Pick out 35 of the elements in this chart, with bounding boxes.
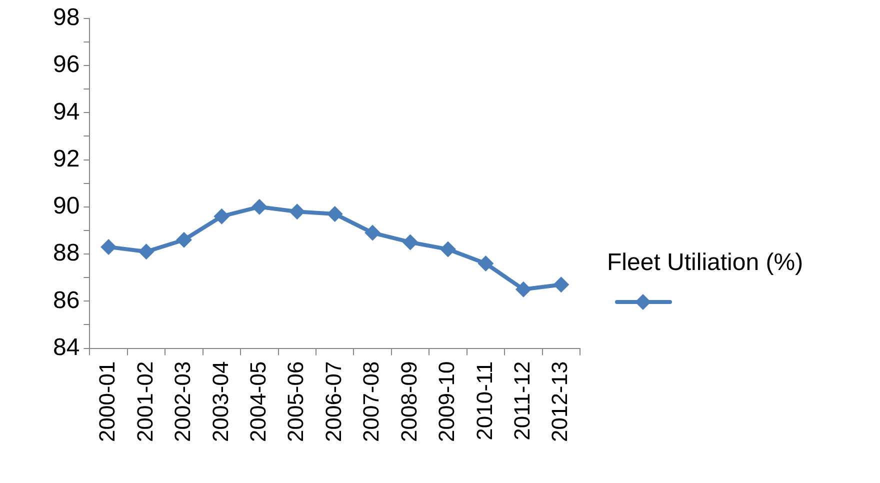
x-tick-label: 2003-04	[208, 361, 233, 442]
x-tick-label: 2011-12	[509, 361, 534, 440]
point	[478, 255, 494, 272]
y-tick-label: 84	[52, 334, 80, 361]
x-tick-label: 2008-09	[396, 361, 422, 442]
point	[326, 206, 343, 222]
y-tick-label: 92	[52, 145, 80, 172]
point	[553, 276, 570, 293]
x-tick-label: 2010-11	[472, 361, 497, 440]
point	[176, 232, 192, 248]
x-tick-label: 2005-06	[283, 361, 308, 442]
point	[251, 198, 268, 215]
x-tick-label: 2006-07	[320, 361, 346, 442]
x-tick-label: 2012-13	[547, 361, 572, 442]
point	[440, 241, 456, 258]
x-tick-label: 2007-08	[358, 361, 384, 442]
point	[515, 281, 532, 298]
y-tick-label: 98	[52, 4, 80, 32]
point	[100, 238, 117, 255]
x-tick-label: 2002-03	[170, 361, 196, 442]
point	[214, 208, 230, 224]
x-tick-label: 2009-10	[434, 361, 460, 442]
point	[402, 234, 418, 250]
x-tick-label: 2004-05	[245, 361, 270, 442]
y-tick-label: 94	[52, 98, 80, 126]
x-tick-label: 2000-01	[94, 361, 120, 442]
y-tick-label: 86	[52, 286, 80, 314]
y-tick-label: 90	[52, 192, 80, 220]
y-tick-label: 88	[52, 240, 80, 267]
point	[289, 204, 306, 220]
x-tick-label: 2001-02	[132, 361, 158, 442]
point	[364, 224, 381, 241]
y-tick-label: 96	[52, 51, 80, 78]
point	[138, 244, 154, 260]
series-label: Fleet Utiliation (%)	[607, 248, 804, 276]
